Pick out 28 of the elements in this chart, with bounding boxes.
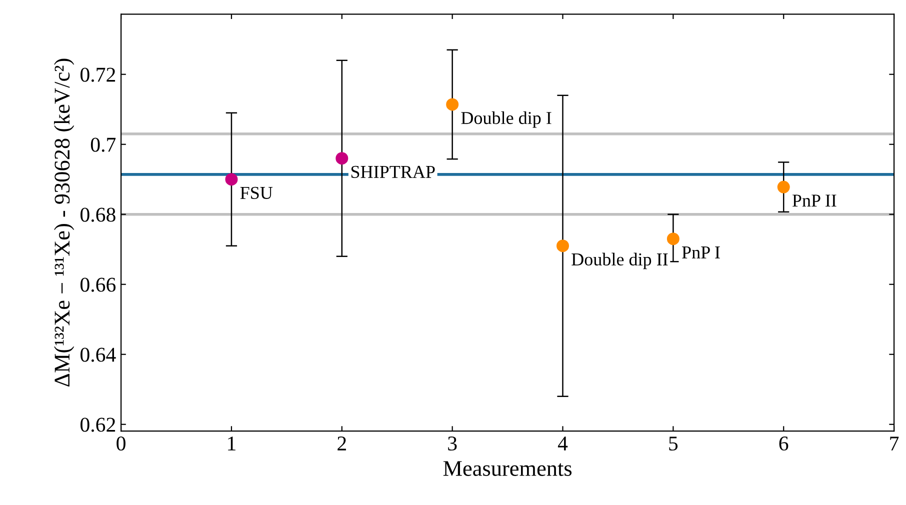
y-tick-label: 0.72 [80,68,116,82]
y-tick-label: 0.64 [80,348,116,362]
point [336,152,348,165]
x-tick-label: 7 [890,436,899,450]
point [446,98,459,111]
point [777,180,790,194]
data-label: FSU [240,186,273,199]
x-tick-label: 3 [448,436,457,451]
point [556,240,570,252]
data-label: PnP II [792,194,836,207]
y-tick-label: 0.66 [80,278,116,292]
y-tick-label: 0.68 [80,208,116,222]
x-tick-label: 4 [558,436,568,450]
y-axis-title: ΔM(¹³²Xe − ¹³¹Xe) - 930628 (keV/c²) [54,58,74,387]
x-tick-label: 5 [669,436,678,451]
data-label: SHIPTRAP [351,166,435,178]
y-tick-label: 0.7 [90,138,116,152]
x-tick-label: 2 [338,436,346,450]
data-label: Double dip I [461,111,552,128]
x-tick-label: 0 [116,436,126,451]
data-label: PnP I [682,246,720,258]
data-label: Double dip II [572,252,668,270]
point [225,173,238,186]
x-tick-label: 1 [228,436,236,450]
point [666,232,680,246]
y-tick-label: 0.62 [80,418,116,432]
x-tick-label: 6 [779,436,788,451]
x-axis-title: Measurements [443,461,572,476]
